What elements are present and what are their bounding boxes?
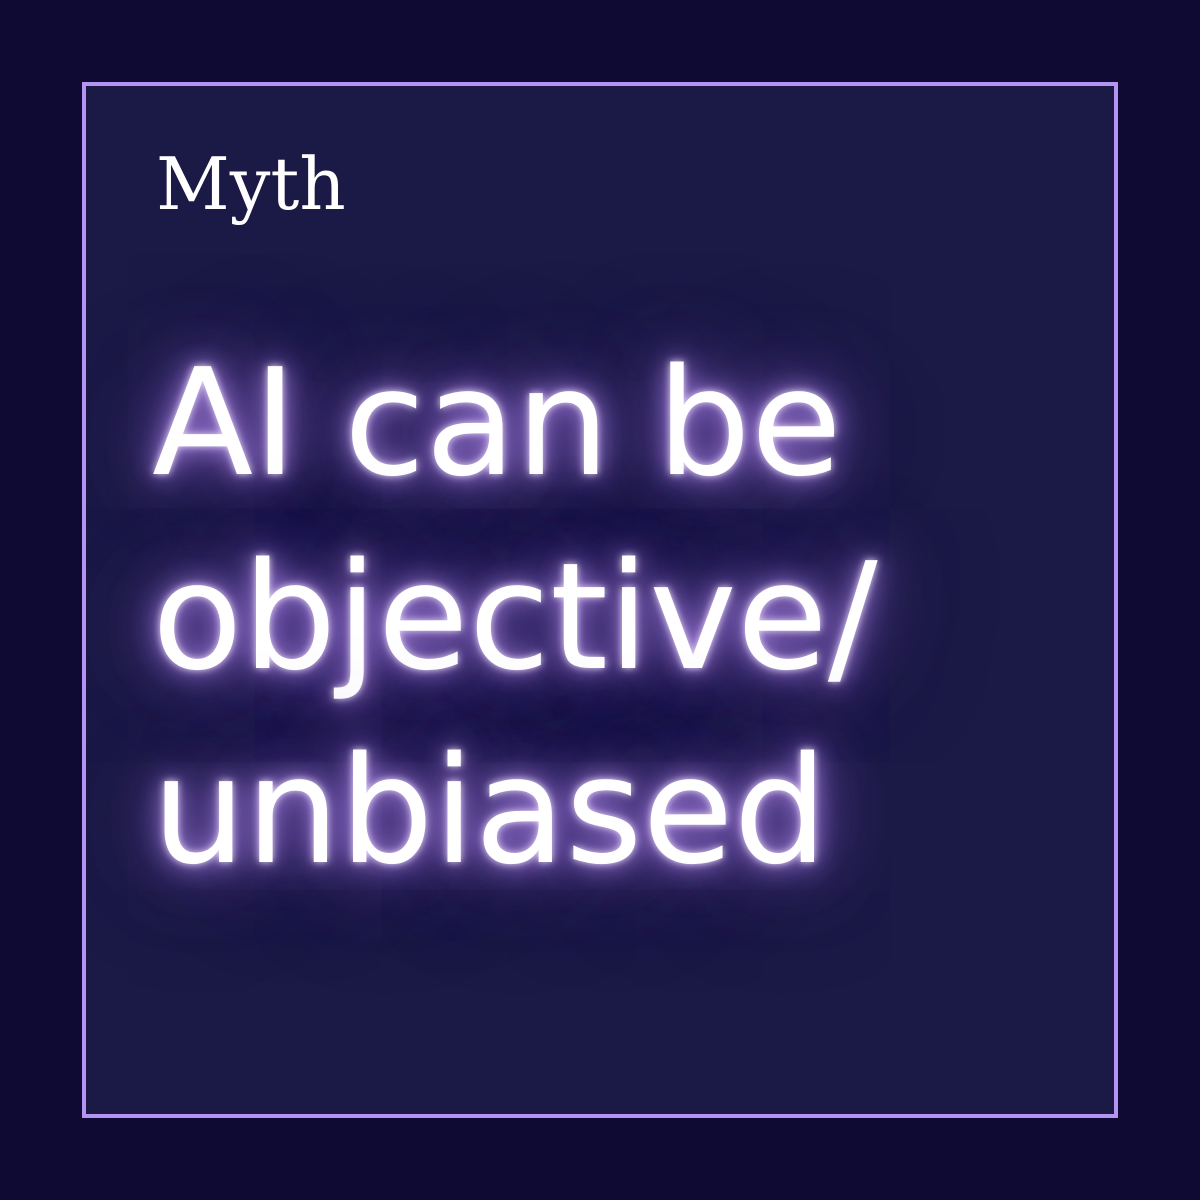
statement-line-3: unbiased (152, 725, 828, 897)
card-label: Myth (156, 142, 346, 226)
statement-line-2: objective/ (152, 531, 878, 703)
myth-card: Myth AI can be objective/ unbiased (82, 82, 1118, 1118)
statement-line-1: AI can be (152, 337, 842, 509)
myth-statement: AI can be objective/ unbiased (152, 326, 1052, 908)
